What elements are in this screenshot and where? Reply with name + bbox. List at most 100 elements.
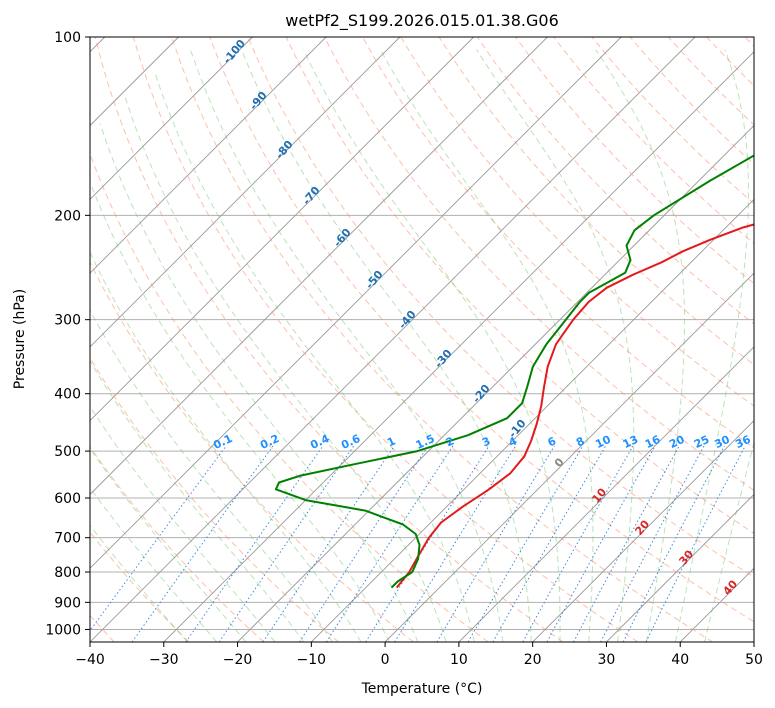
mixing-ratio-label: 25 <box>692 433 711 451</box>
moist-adiabat-line <box>90 447 247 642</box>
mixing-ratio-label: 3 <box>480 434 492 449</box>
mixing-ratio-line <box>299 445 429 642</box>
mixing-ratio-label: 1 <box>385 434 397 449</box>
mixing-ratio-line <box>394 445 517 642</box>
isotherm-line <box>90 37 474 422</box>
moist-adiabat-label: 30 <box>676 547 696 567</box>
isotherm-line <box>237 124 754 642</box>
dry-adiabat-line <box>247 37 754 578</box>
moist-adiabat-line <box>189 49 504 642</box>
moist-adiabat-line <box>90 180 390 642</box>
x-axis-label: Temperature (°C) <box>361 681 483 697</box>
isotherm-line <box>606 493 754 642</box>
moist-adiabat-line <box>90 250 362 642</box>
moist-adiabat-line <box>303 49 561 642</box>
dry-adiabat-label: -100 <box>220 37 248 67</box>
mixing-ratio-label: 10 <box>593 433 613 451</box>
moist-adiabat-line <box>90 487 218 642</box>
dewpoint-profile-line <box>274 154 754 589</box>
isotherm-line <box>753 641 754 642</box>
mixing-ratio-line <box>90 445 227 632</box>
profile-lines <box>274 154 754 589</box>
x-tick-label: 40 <box>671 652 689 668</box>
isotherm-line <box>163 51 754 642</box>
mixing-ratio-label: 20 <box>667 433 687 451</box>
moist-adiabat-line <box>123 94 447 642</box>
mixing-ratio-line <box>218 445 355 642</box>
dry-adiabat-line <box>90 152 489 642</box>
mixing-ratio-line <box>467 445 584 642</box>
dry-adiabat-line <box>132 37 639 642</box>
dry-adiabat-line <box>744 37 754 47</box>
x-tick-label: 10 <box>450 652 468 668</box>
mixing-ratio-label: 36 <box>733 433 753 451</box>
moist-adiabat-label: 40 <box>720 577 740 597</box>
mixing-ratio-label: 16 <box>643 433 663 451</box>
dry-adiabat-line <box>553 37 754 245</box>
dry-adiabat-line <box>285 37 754 535</box>
moist-adiabat-label: 0 <box>552 455 567 469</box>
x-tick-label: −30 <box>149 652 179 668</box>
mixing-ratio-line <box>436 445 555 642</box>
dry-adiabat-label: -70 <box>300 184 323 208</box>
dry-adiabat-line <box>706 37 754 87</box>
isotherm-line <box>90 37 327 274</box>
mixing-ratio-label: 13 <box>621 433 640 451</box>
mixing-ratio-line <box>645 445 746 642</box>
moist-adiabat-line <box>379 49 594 642</box>
y-tick-label: 800 <box>54 565 81 581</box>
mixing-ratio-label: 1.5 <box>414 432 437 452</box>
x-tick-label: 30 <box>598 652 616 668</box>
y-axis-label: Pressure (hPa) <box>12 289 28 389</box>
x-tick-label: 20 <box>524 652 542 668</box>
y-tick-label: 300 <box>54 313 81 329</box>
dry-adiabat-line <box>629 37 754 165</box>
moist-adiabat-label: 10 <box>589 485 609 505</box>
moist-adiabat-line <box>90 405 276 642</box>
y-tick-label: 600 <box>54 491 81 507</box>
y-tick-label: 1000 <box>45 622 81 638</box>
mixing-ratio-line <box>573 445 680 642</box>
mixing-ratio-label: 2 <box>444 434 456 449</box>
dry-adiabat-line <box>323 37 754 491</box>
dry-adiabat-label: -80 <box>273 138 296 162</box>
mixing-ratio-line <box>131 445 274 642</box>
moist-adiabat-line <box>704 440 754 642</box>
y-tick-label: 900 <box>54 595 81 611</box>
mixing-ratio-label: 6 <box>546 434 559 449</box>
mixing-ratio-line <box>185 445 324 642</box>
dry-adiabat-line <box>94 37 564 642</box>
dry-adiabat-label: -30 <box>432 347 455 371</box>
moist-adiabat-line <box>99 123 419 642</box>
moist-adiabat-line <box>241 49 532 642</box>
isotherm-line <box>458 346 754 642</box>
isotherm-line <box>532 420 754 642</box>
dry-adiabat-label: -60 <box>331 226 354 250</box>
x-tick-label: 0 <box>381 652 390 668</box>
mixing-ratio-line <box>600 445 705 642</box>
axes: −40 −30 −20 −10 0 10 20 30 40 5010020030040050060… <box>45 30 763 668</box>
moist-adiabat-line <box>154 72 475 642</box>
dry-adiabat-line <box>209 37 754 623</box>
temperature-profile-line <box>395 223 754 589</box>
dry-adiabat-line <box>90 446 265 642</box>
dry-adiabat-line <box>90 531 190 642</box>
isotherm-line <box>311 198 754 642</box>
mixing-ratio-label: 0.6 <box>339 432 362 452</box>
dry-adiabat-line <box>476 37 754 325</box>
dry-adiabat-line <box>90 260 414 642</box>
dry-adiabat-label: -20 <box>470 382 493 406</box>
x-tick-label: 50 <box>745 652 763 668</box>
y-tick-label: 500 <box>54 444 81 460</box>
y-tick-label: 100 <box>54 30 81 46</box>
x-tick-label: −20 <box>223 652 253 668</box>
isotherm-line <box>384 272 754 642</box>
moist-adiabat-line <box>90 359 305 642</box>
x-tick-label: −10 <box>297 652 327 668</box>
moist-adiabat-line <box>90 524 188 642</box>
mixing-ratio-label: 0.1 <box>211 432 234 452</box>
mixing-ratio-label: 0.2 <box>258 432 281 452</box>
isotherm-line <box>90 37 696 642</box>
isotherm-line <box>90 37 548 496</box>
